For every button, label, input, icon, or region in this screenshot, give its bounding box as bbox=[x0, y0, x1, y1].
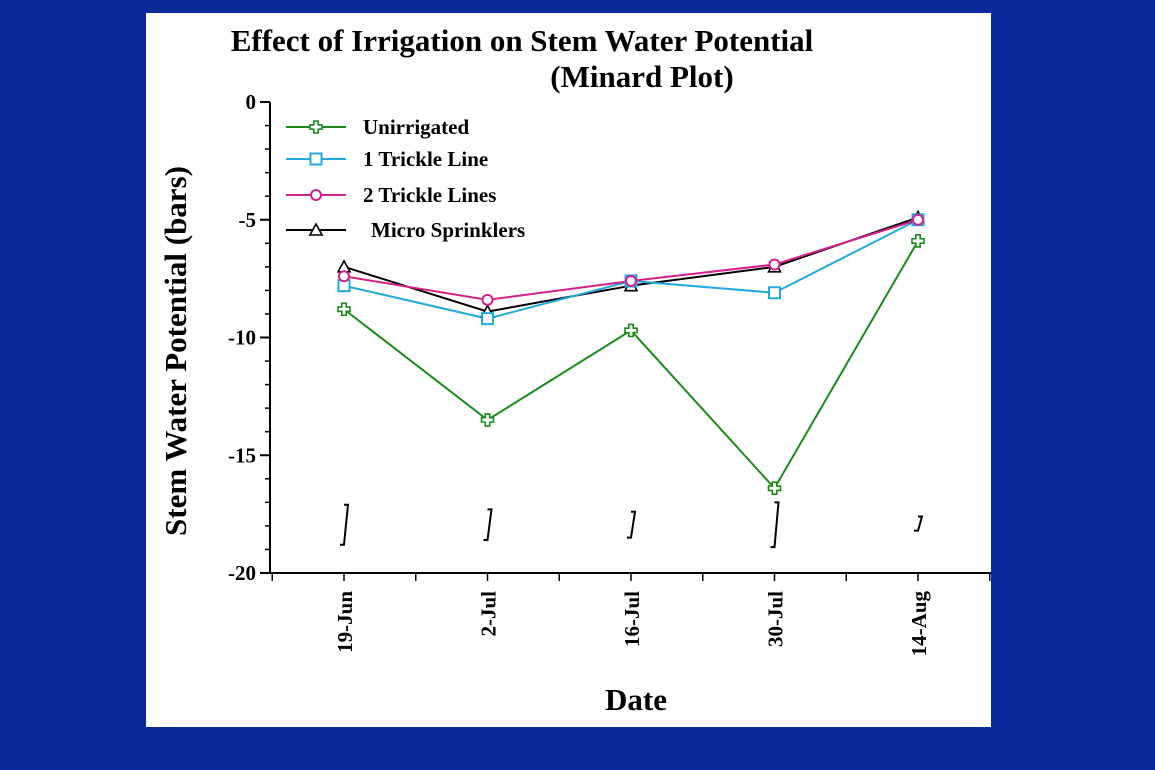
data-point bbox=[481, 312, 494, 326]
legend-marker bbox=[310, 189, 322, 201]
chart-title: Effect of Irrigation on Stem Water Poten… bbox=[231, 23, 814, 58]
data-point bbox=[911, 234, 925, 248]
legend-marker bbox=[309, 152, 323, 166]
data-point bbox=[767, 481, 782, 496]
y-tick-label: -10 bbox=[228, 326, 256, 350]
chart-panel: Effect of Irrigation on Stem Water Poten… bbox=[146, 13, 991, 727]
legend-label: Unirrigated bbox=[363, 115, 469, 139]
data-point bbox=[912, 213, 924, 226]
y-axis-label: Stem Water Potential (bars) bbox=[158, 166, 193, 536]
y-tick-label: -20 bbox=[228, 561, 256, 585]
data-point bbox=[338, 270, 350, 283]
data-point bbox=[624, 323, 638, 338]
y-tick-label: -5 bbox=[239, 208, 257, 232]
legend-label: Micro Sprinklers bbox=[371, 218, 525, 242]
y-tick-label: 0 bbox=[246, 90, 257, 114]
data-point bbox=[768, 286, 781, 300]
y-tick-label: -15 bbox=[228, 443, 256, 467]
lsd-error-bar bbox=[914, 515, 924, 532]
data-point bbox=[625, 274, 637, 287]
lsd-error-bar bbox=[483, 508, 493, 542]
data-point bbox=[337, 302, 351, 317]
legend-marker bbox=[309, 120, 323, 134]
data-point bbox=[481, 293, 494, 306]
lsd-error-bar bbox=[340, 503, 350, 546]
data-point bbox=[768, 258, 781, 271]
data-point bbox=[480, 413, 495, 427]
x-tick-label: 14-Aug bbox=[907, 591, 931, 657]
plot-area: 0 -5 -10 -15 -20 19-Jun 2-Jul 16-Jul 30-Jul 14-Au… bbox=[228, 90, 991, 657]
chart-subtitle: (Minard Plot) bbox=[550, 59, 733, 94]
lsd-error-bar bbox=[627, 510, 637, 539]
lsd-error-bar bbox=[770, 501, 780, 549]
legend-marker bbox=[308, 222, 324, 236]
stem-water-potential-chart: Effect of Irrigation on Stem Water Poten… bbox=[158, 23, 991, 717]
legend-label: 2 Trickle Lines bbox=[363, 183, 496, 207]
x-tick-label: 19-Jun bbox=[333, 591, 357, 653]
x-tick-label: 30-Jul bbox=[764, 591, 788, 647]
legend: Unirrigated 1 Trickle Line 2 Trickle Lines… bbox=[286, 115, 525, 242]
data-point bbox=[336, 259, 352, 273]
x-tick-label: 2-Jul bbox=[477, 591, 501, 637]
legend-label: 1 Trickle Line bbox=[363, 147, 488, 171]
x-tick-label: 16-Jul bbox=[620, 591, 644, 647]
x-axis-label: Date bbox=[605, 682, 667, 717]
